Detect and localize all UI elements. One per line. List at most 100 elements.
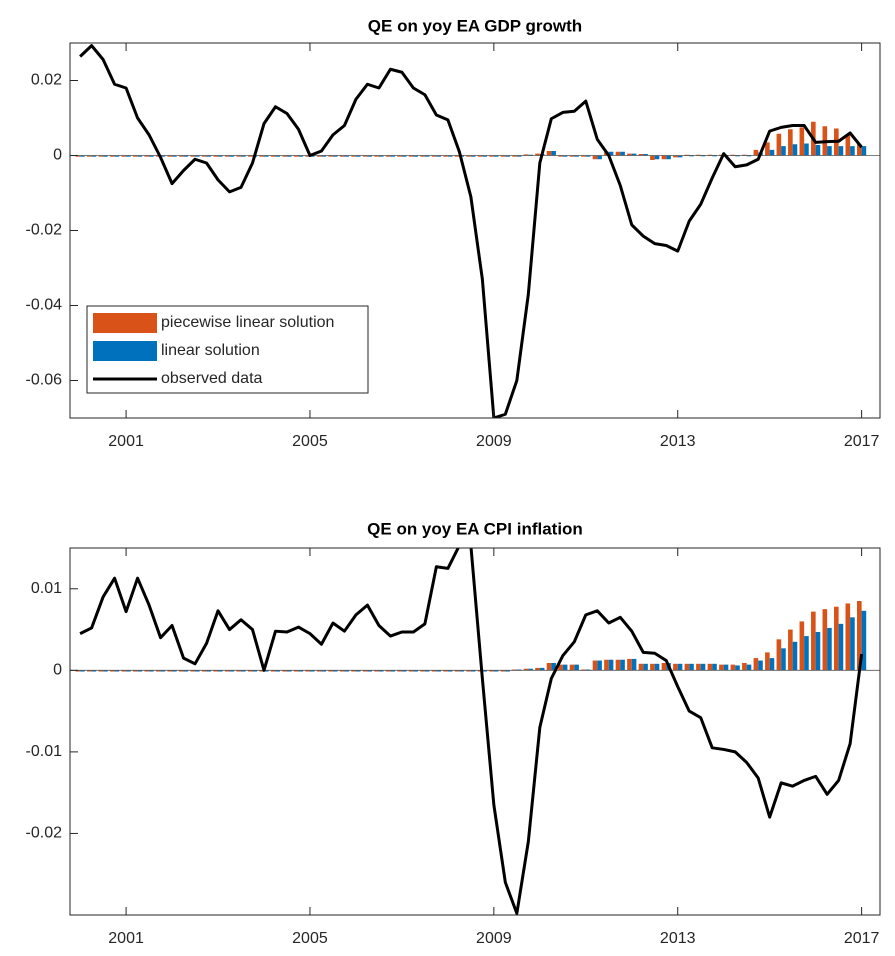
bar bbox=[493, 670, 499, 672]
bar bbox=[684, 663, 690, 671]
bar bbox=[569, 155, 575, 157]
bar bbox=[500, 155, 506, 157]
bar bbox=[351, 670, 356, 672]
bar bbox=[103, 155, 108, 157]
bar bbox=[650, 663, 655, 671]
bar bbox=[224, 155, 230, 157]
x-tick-label: 2013 bbox=[660, 433, 696, 450]
bar bbox=[378, 670, 384, 672]
bar bbox=[114, 155, 120, 157]
bar bbox=[332, 670, 338, 672]
bar bbox=[293, 670, 299, 672]
bar bbox=[229, 155, 235, 157]
bar bbox=[149, 155, 154, 157]
bar bbox=[838, 623, 844, 671]
bar bbox=[397, 670, 402, 672]
bar bbox=[551, 662, 556, 671]
bar bbox=[700, 663, 706, 671]
bar bbox=[80, 670, 85, 672]
bar bbox=[781, 146, 786, 156]
bar bbox=[845, 134, 851, 156]
bar bbox=[241, 155, 246, 157]
bar bbox=[103, 670, 108, 672]
bar bbox=[195, 670, 200, 672]
bar bbox=[631, 658, 637, 671]
bar bbox=[792, 641, 798, 671]
bar bbox=[385, 670, 391, 672]
chart-title: QE on yoy EA GDP growth bbox=[368, 16, 582, 35]
bar bbox=[673, 663, 678, 671]
y-tick-label: -0.04 bbox=[26, 297, 63, 314]
bar bbox=[328, 670, 333, 672]
bar bbox=[650, 155, 655, 160]
bar bbox=[620, 659, 625, 671]
bar bbox=[447, 670, 453, 672]
bar bbox=[769, 658, 775, 671]
bar bbox=[160, 155, 166, 157]
bar bbox=[87, 155, 92, 157]
bar bbox=[236, 155, 242, 157]
bar bbox=[270, 670, 276, 672]
x-tick-label: 2013 bbox=[660, 930, 696, 947]
bar bbox=[332, 155, 338, 157]
bar bbox=[424, 670, 430, 672]
bar bbox=[765, 652, 770, 671]
bar bbox=[615, 151, 621, 156]
bar bbox=[585, 155, 591, 157]
bar bbox=[562, 664, 568, 671]
legend-swatch bbox=[93, 341, 157, 361]
x-tick-label: 2005 bbox=[292, 433, 328, 450]
bar bbox=[282, 155, 287, 157]
bar bbox=[259, 670, 264, 672]
bar bbox=[454, 155, 460, 157]
bar bbox=[723, 664, 729, 671]
bar bbox=[144, 670, 150, 672]
y-tick-label: -0.02 bbox=[26, 825, 63, 842]
bar bbox=[477, 155, 483, 157]
bar bbox=[362, 155, 368, 157]
legend-label: observed data bbox=[161, 370, 263, 387]
y-tick-label: -0.01 bbox=[26, 743, 63, 760]
bar bbox=[75, 670, 81, 672]
bar bbox=[707, 663, 713, 671]
bar bbox=[328, 155, 333, 157]
bar bbox=[627, 153, 632, 156]
bar bbox=[443, 155, 448, 157]
bar bbox=[477, 670, 483, 672]
bar bbox=[195, 155, 200, 157]
bar bbox=[804, 636, 809, 671]
bar bbox=[861, 610, 867, 671]
bar bbox=[344, 670, 350, 672]
bar bbox=[604, 659, 609, 671]
bar bbox=[218, 670, 223, 672]
y-tick-label: -0.02 bbox=[26, 222, 63, 239]
bar bbox=[339, 670, 345, 672]
bar bbox=[401, 670, 407, 672]
bar bbox=[213, 670, 219, 672]
y-tick-label: 0 bbox=[53, 147, 62, 164]
bar bbox=[121, 155, 127, 157]
bar bbox=[608, 659, 614, 671]
bar bbox=[661, 662, 667, 671]
bar bbox=[447, 155, 453, 157]
bar bbox=[144, 155, 150, 157]
bar bbox=[788, 129, 793, 156]
bar bbox=[581, 155, 586, 157]
bar bbox=[592, 660, 598, 671]
bar bbox=[91, 155, 97, 157]
bar bbox=[558, 664, 563, 671]
bar bbox=[546, 151, 552, 156]
bar bbox=[558, 155, 563, 157]
bar bbox=[489, 155, 494, 157]
bar bbox=[413, 155, 418, 157]
bar bbox=[615, 659, 621, 671]
line bbox=[79, 548, 864, 915]
bar bbox=[137, 670, 143, 672]
bar bbox=[252, 670, 258, 672]
bar bbox=[126, 670, 131, 672]
legend-label: piecewise linear solution bbox=[161, 314, 334, 331]
bar bbox=[431, 155, 437, 157]
bar bbox=[466, 670, 471, 672]
bar bbox=[80, 155, 85, 157]
